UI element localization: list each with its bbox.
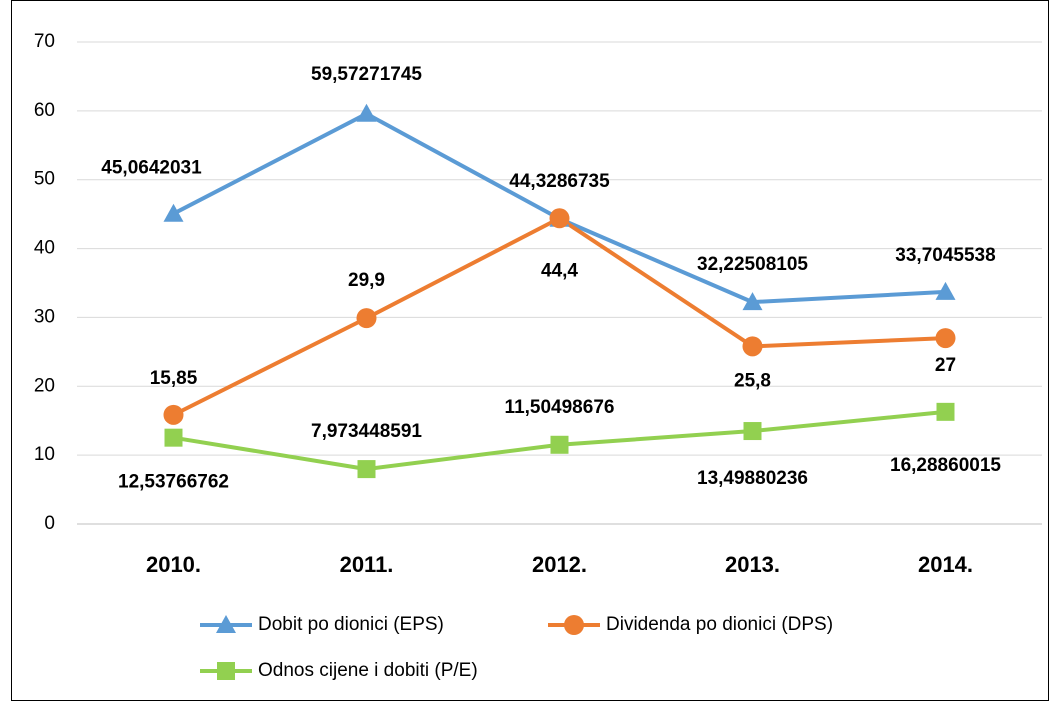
data-label: 15,85: [150, 368, 198, 389]
y-tick-label: 0: [44, 513, 55, 534]
data-label: 33,7045538: [895, 245, 995, 266]
marker: [935, 281, 956, 300]
marker: [163, 203, 184, 222]
legend-label: Dividenda po dionici (DPS): [606, 614, 833, 635]
data-label: 25,8: [734, 370, 771, 391]
marker: [164, 428, 183, 447]
legend-marker: [216, 615, 236, 633]
data-label: 12,53766762: [118, 472, 229, 493]
marker: [743, 422, 762, 441]
y-tick-label: 20: [34, 375, 55, 396]
chart-frame: [11, 0, 1049, 701]
legend-marker: [564, 615, 584, 635]
data-label: 29,9: [348, 270, 385, 291]
x-tick-label: 2014.: [918, 552, 973, 577]
y-tick-label: 70: [34, 31, 55, 52]
marker: [936, 402, 955, 421]
y-tick-label: 50: [34, 169, 55, 190]
y-tick-label: 40: [34, 238, 55, 259]
marker: [742, 292, 763, 311]
marker: [163, 404, 184, 425]
data-label: 27: [935, 355, 956, 376]
legend-marker: [217, 662, 235, 680]
x-tick-label: 2012.: [532, 552, 587, 577]
data-label: 13,49880236: [697, 468, 808, 489]
marker: [357, 460, 376, 479]
y-tick-label: 30: [34, 306, 55, 327]
data-label: 44,3286735: [509, 171, 610, 192]
marker: [549, 208, 570, 229]
marker: [550, 435, 569, 454]
marker: [356, 308, 377, 329]
marker: [356, 103, 377, 122]
data-label: 59,57271745: [311, 64, 422, 85]
marker: [742, 336, 763, 357]
data-label: 32,22508105: [697, 254, 808, 275]
x-tick-label: 2013.: [725, 552, 780, 577]
data-label: 16,28860015: [890, 455, 1001, 476]
legend-label: Odnos cijene i dobiti (P/E): [258, 660, 478, 681]
data-label: 7,973448591: [311, 421, 422, 442]
marker: [935, 328, 956, 349]
x-tick-label: 2011.: [340, 552, 394, 577]
x-tick-label: 2010.: [146, 552, 201, 577]
data-label: 45,0642031: [101, 158, 202, 179]
data-label: 11,50498676: [505, 397, 615, 418]
legend-label: Dobit po dionici (EPS): [258, 614, 444, 635]
y-tick-label: 60: [34, 100, 55, 121]
data-label: 44,4: [541, 260, 578, 281]
y-tick-label: 10: [34, 444, 55, 465]
